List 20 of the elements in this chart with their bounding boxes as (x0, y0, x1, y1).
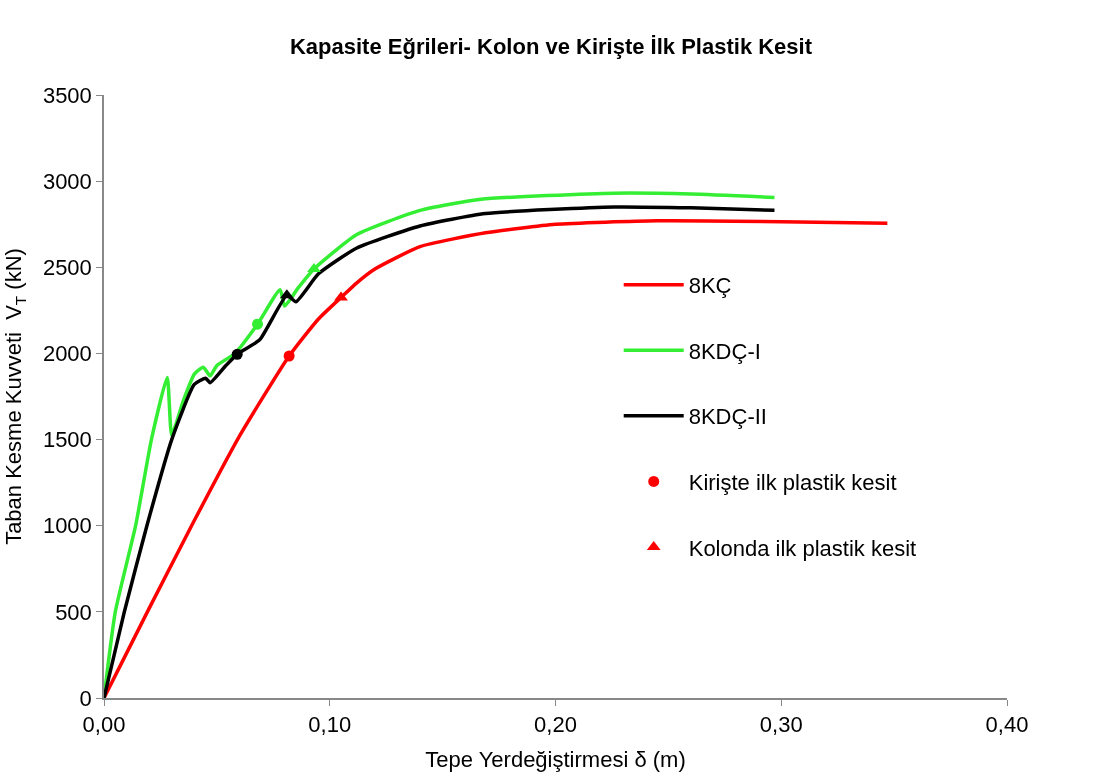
legend-label: 8KDÇ-I (688, 338, 761, 364)
y-tick-label: 500 (55, 599, 92, 625)
x-tick-label: 0,20 (534, 712, 577, 738)
legend-label: Kolonda ilk plastik kesit (688, 535, 917, 561)
x-tick-label: 0,30 (759, 712, 803, 738)
y-tick-label: 3500 (42, 82, 92, 108)
chart-title: Kapasite Eğrileri- Kolon ve Kirişte İlk Plastik Kesit (289, 34, 813, 60)
y-tick-label: 1000 (42, 513, 92, 539)
legend-label: 8KDÇ-II (688, 404, 767, 430)
y-tick-label: 2000 (42, 341, 92, 367)
x-tick-label: 0,40 (985, 712, 1029, 738)
y-tick-label: 3000 (42, 168, 92, 194)
y-tick-label: 1500 (42, 427, 92, 453)
y-tick-label: 0 (79, 685, 92, 711)
x-axis-title: Tepe Yerdeğiştirmesi δ (m) (425, 746, 686, 772)
y-tick-label: 2500 (42, 254, 92, 280)
x-tick-label: 0,10 (308, 712, 352, 738)
legend-label: 8KÇ (688, 273, 732, 299)
x-tick-label: 0,00 (82, 712, 126, 738)
legend-label: Kirişte ilk plastik kesit (688, 470, 897, 496)
